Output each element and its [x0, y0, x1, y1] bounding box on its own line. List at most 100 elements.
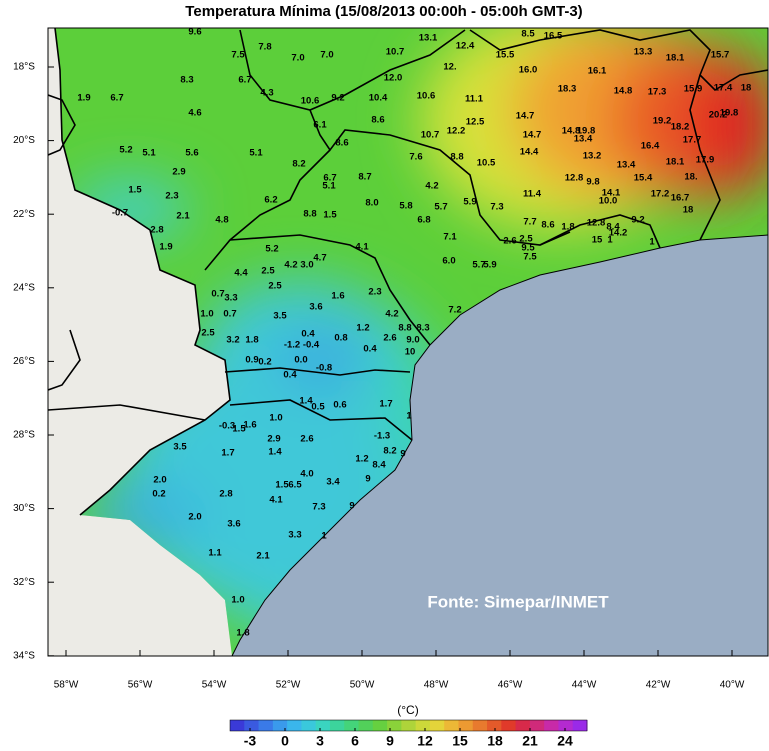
station-value: 7.8 — [258, 42, 271, 53]
station-value: 0.0 — [294, 355, 307, 366]
station-value: 12.8 — [565, 173, 584, 184]
station-value: 4.0 — [300, 469, 313, 480]
station-value: 4.3 — [260, 88, 273, 99]
map-area: 9.613.1 8.5 16.57.57.87.0 7.0 10.712.415.512… — [48, 28, 768, 656]
station-value: 1.6 — [331, 291, 344, 302]
station-value: 10.6 — [301, 96, 320, 107]
station-value: 2.0 — [153, 475, 166, 486]
station-value: 8.6 — [541, 220, 554, 231]
station-value: 0.8 — [334, 333, 347, 344]
station-value: 2.1 — [176, 211, 190, 222]
station-value: 7.7 — [523, 217, 536, 228]
station-value: 12.8 — [587, 218, 606, 229]
station-value: -1.2 — [284, 340, 300, 351]
station-value: 3.6 — [227, 519, 240, 530]
lat-label: 24°S — [13, 282, 35, 293]
station-value: 16.7 — [671, 193, 690, 204]
station-value: 9 — [365, 474, 370, 485]
station-value: 2.6 — [383, 333, 396, 344]
station-value: 14.8 — [614, 86, 633, 97]
station-value: 0.4 — [301, 329, 315, 340]
station-value: 19.8 — [577, 126, 596, 137]
station-value: 14.1 — [602, 188, 621, 199]
station-value: 2.5 — [519, 234, 533, 245]
station-value: 4.6 — [188, 108, 201, 119]
colorbar-swatch — [487, 720, 502, 731]
colorbar-swatch — [544, 720, 559, 731]
lat-label: 34°S — [13, 650, 35, 661]
station-value: 1 — [607, 235, 613, 246]
colorbar-tick-label: 6 — [351, 733, 359, 746]
colorbar-tick-label: -3 — [244, 733, 257, 746]
station-value: 1.5 — [232, 424, 246, 435]
lon-label: 40°W — [720, 680, 745, 691]
station-value: 1.7 — [221, 448, 234, 459]
station-value: 4.4 — [234, 268, 248, 279]
colorbar-frame — [229, 719, 588, 732]
colorbar-unit: (°C) — [397, 703, 418, 717]
lon-label: 50°W — [350, 680, 375, 691]
station-value: 4.8 — [215, 215, 228, 226]
station-value: 6.8 — [417, 215, 430, 226]
station-value: 10.5 — [477, 158, 496, 169]
station-value: 8.6 — [335, 138, 348, 149]
ocean — [232, 235, 768, 656]
station-value: 0.4 — [283, 370, 297, 381]
colorbar-swatch — [458, 720, 474, 731]
station-value: 7.5 — [523, 252, 537, 263]
station-value: 13.4 — [617, 160, 636, 171]
lat-label: 22°S — [13, 209, 35, 220]
station-value: 3.2 — [226, 335, 239, 346]
station-value: 1.8 — [236, 628, 249, 639]
station-value: 15 — [592, 235, 603, 246]
colorbar-swatch — [329, 720, 345, 731]
station-value: 5.8 — [399, 201, 412, 212]
station-value: 18.2 — [671, 122, 690, 133]
station-value: 14.7 — [523, 130, 542, 141]
station-value: 6.1 — [313, 120, 327, 131]
station-value: 6.2 — [264, 195, 277, 206]
station-value: 15.4 — [634, 173, 653, 184]
station-value: 9 — [400, 449, 405, 460]
colorbar-tick-label: 12 — [417, 733, 433, 746]
station-value: 9.8 — [586, 177, 599, 188]
station-value: 13.1 — [419, 33, 438, 44]
station-value: 19.8 — [720, 108, 739, 119]
station-value: 3.0 — [300, 260, 313, 271]
station-value: 10.0 — [599, 196, 618, 207]
station-value: 9.5 — [521, 243, 535, 254]
station-value: 1.5 — [275, 480, 289, 491]
colorbar-swatch — [230, 720, 245, 731]
lon-label: 48°W — [424, 680, 449, 691]
station-value: 7.3 — [490, 202, 503, 213]
lon-label: 46°W — [498, 680, 523, 691]
station-value: 18.1 — [666, 157, 685, 168]
station-value: 10.7 — [386, 47, 405, 58]
station-value: 14.2 — [609, 228, 628, 239]
station-value: 0.9 — [245, 355, 258, 366]
station-value: 5.1 — [322, 181, 336, 192]
station-value: 18.3 — [558, 84, 577, 95]
station-value: 3.5 — [173, 442, 187, 453]
colorbar-swatch — [401, 720, 417, 731]
colorbar-swatch — [244, 720, 260, 731]
station-value: 13.2 — [583, 151, 602, 162]
colorbar-swatch — [501, 720, 517, 731]
colorbar-swatch — [515, 720, 531, 731]
station-value: 7.0 — [291, 53, 304, 64]
colorbar-tick-label: 0 — [281, 733, 289, 746]
station-value: 1.4 — [268, 447, 282, 458]
station-value: 16.4 — [641, 141, 660, 152]
station-value: 4.2 — [425, 181, 438, 192]
station-value: 5.7 — [434, 202, 447, 213]
station-value: 20.2 — [709, 110, 728, 121]
station-value: 2.0 — [188, 512, 201, 523]
station-value: 16.5 — [544, 31, 563, 42]
station-value: 6.7 — [238, 75, 251, 86]
lat-label: 26°S — [13, 356, 35, 367]
station-value: 8.8 — [450, 152, 463, 163]
station-value: 7.5 — [231, 50, 245, 61]
station-value: -0.3 — [219, 421, 235, 432]
station-value: 1.7 — [379, 399, 392, 410]
